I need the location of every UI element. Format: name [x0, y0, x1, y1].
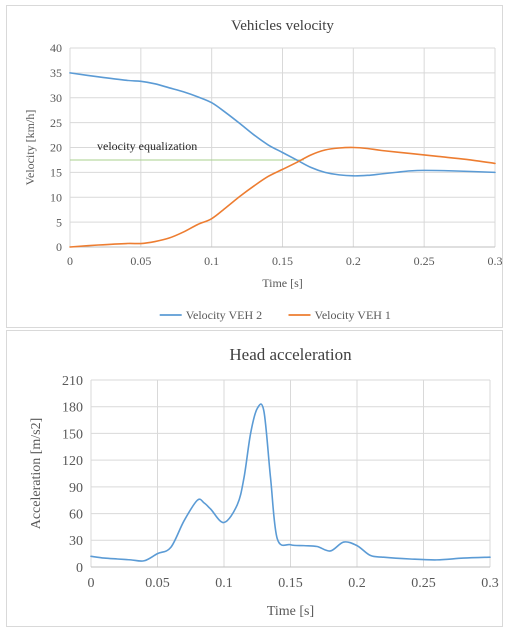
x-tick-label: 0.3	[488, 254, 503, 268]
y-tick-label: 30	[50, 91, 62, 105]
y-tick-label: 35	[50, 66, 62, 80]
y-tick-label: 120	[62, 454, 83, 469]
velocity-chart-panel: Vehicles velocity 0 5 10 15 20 25 30 35 40 0 0.05 0.…	[6, 5, 503, 328]
y-tick-label: 5	[56, 215, 62, 229]
y-axis-label: Velocity [km/h]	[23, 110, 37, 186]
x-tick-label: 0.2	[346, 254, 361, 268]
legend-label: Velocity VEH 2	[186, 308, 262, 322]
y-tick-label: 25	[50, 116, 62, 130]
y-tick-label: 40	[50, 41, 62, 55]
x-tick-label: 0	[88, 576, 95, 591]
x-tick-label: 0.2	[348, 576, 366, 591]
x-tick-label: 0	[67, 254, 73, 268]
y-tick-label: 10	[50, 190, 62, 204]
legend-label: Velocity VEH 1	[315, 308, 391, 322]
chart-title: Vehicles velocity	[231, 18, 334, 34]
y-tick-label: 15	[50, 166, 62, 180]
x-tick-label: 0.15	[278, 576, 303, 591]
y-tick-label: 30	[69, 534, 83, 549]
series-line-2	[69, 146, 496, 248]
series-line-1	[90, 403, 491, 562]
x-tick-label: 0.05	[130, 254, 151, 268]
x-tick-label: 0.3	[481, 576, 499, 591]
acceleration-chart-panel: Head acceleration 0 30 60 90 120 150 180 210 0 0.0…	[6, 330, 503, 627]
y-tick-label: 90	[69, 481, 83, 496]
x-tick-label: 0.25	[414, 254, 435, 268]
y-tick-label: 20	[50, 141, 62, 155]
y-tick-label: 60	[69, 507, 83, 522]
y-tick-label: 0	[76, 561, 83, 576]
acceleration-chart: Head acceleration 0 30 60 90 120 150 180 210 0 0.0…	[29, 345, 499, 619]
y-tick-label: 150	[62, 427, 83, 442]
y-tick-label: 0	[56, 240, 62, 254]
x-tick-label: 0.05	[145, 576, 170, 591]
y-tick-label: 210	[62, 374, 83, 389]
velocity-chart: Vehicles velocity 0 5 10 15 20 25 30 35 40 0 0.05 0.…	[23, 18, 503, 322]
y-tick-label: 180	[62, 401, 83, 416]
chart-title: Head acceleration	[229, 345, 352, 364]
x-tick-label: 0.1	[204, 254, 219, 268]
annotation-text: velocity equalization	[97, 139, 197, 153]
x-tick-label: 0.25	[411, 576, 436, 591]
x-axis-label: Time [s]	[267, 604, 314, 619]
y-axis-label: Acceleration [m/s2]	[29, 418, 44, 530]
series-line-1	[69, 72, 496, 177]
x-tick-label: 0.15	[272, 254, 293, 268]
x-tick-label: 0.1	[215, 576, 233, 591]
x-axis-label: Time [s]	[262, 276, 303, 290]
